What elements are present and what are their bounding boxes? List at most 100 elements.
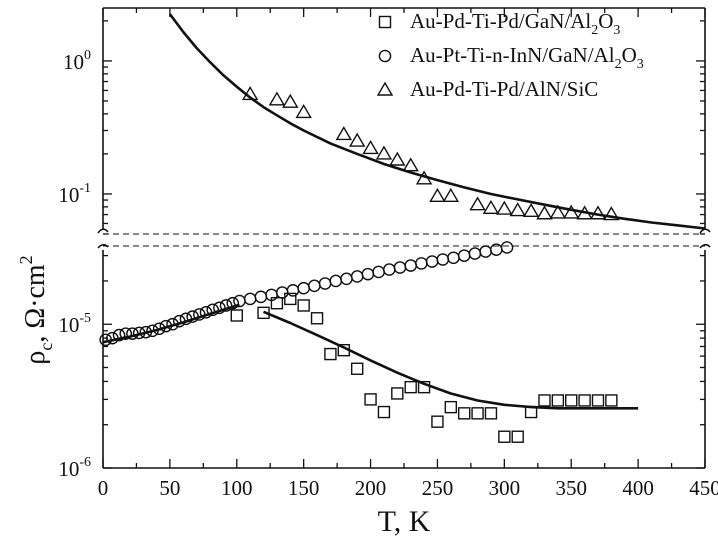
x-axis-ticks: 0 50 100 150 200 250 300 350 400 450 (98, 8, 718, 500)
circle-point (308, 279, 321, 293)
square-point (377, 405, 391, 419)
circle-point (286, 284, 300, 297)
square-point (431, 415, 444, 428)
break-mark-left-top (97, 228, 109, 234)
x-tick-label: 300 (489, 476, 521, 500)
circle-point (436, 253, 450, 266)
triangle-point (429, 187, 446, 203)
circle-point (243, 292, 257, 306)
triangle-point (589, 205, 607, 220)
square-point (524, 405, 538, 419)
triangle-point (509, 202, 526, 217)
circle-point (468, 247, 482, 260)
square-point (498, 430, 511, 443)
square-point (484, 407, 498, 420)
circle-point (318, 277, 332, 290)
circle-point (139, 325, 153, 339)
circle-point (112, 328, 126, 342)
triangle-point (469, 196, 486, 211)
circle-point (99, 333, 112, 347)
circle-point (186, 310, 199, 323)
x-tick-label: 50 (159, 476, 180, 500)
x-tick-label: 400 (622, 476, 654, 500)
square-point (284, 292, 297, 306)
y-axis-ticks: 10-1 100 10-6 10-5 (58, 20, 705, 481)
circle-point (340, 272, 353, 286)
circle-point (350, 270, 364, 283)
circle-point (159, 319, 173, 333)
triangle-point (335, 126, 353, 141)
triangle-point (603, 206, 620, 221)
circle-point (119, 327, 133, 340)
triangle-point (536, 205, 553, 220)
square-point (471, 407, 484, 420)
legend-marker-triangle (376, 81, 394, 96)
triangle-point (482, 199, 500, 215)
triangle-point (375, 145, 393, 160)
square-point (605, 394, 618, 407)
circle-point (297, 281, 310, 295)
x-tick-label: 100 (221, 476, 253, 500)
square-point (310, 312, 324, 325)
square-point (578, 394, 591, 407)
circle-point (193, 308, 206, 321)
triangle-point (442, 187, 460, 203)
triangle-point (522, 202, 540, 218)
axis-break (97, 228, 711, 249)
break-mark-left-bottom (97, 243, 109, 249)
circle-point (219, 299, 233, 312)
circle-point (329, 274, 343, 288)
y-tick-label-lower: 10-5 (58, 311, 91, 337)
triangle-point (563, 204, 580, 219)
square-point (391, 387, 404, 400)
x-tick-label: 250 (422, 476, 454, 500)
x-tick-label: 200 (355, 476, 387, 500)
triangle-point (295, 104, 312, 119)
triangle-point (389, 151, 406, 166)
square-point (257, 306, 270, 320)
square-point (538, 394, 551, 407)
circle-point (500, 241, 514, 254)
triangle-point (348, 132, 366, 147)
square-point (565, 394, 578, 407)
circle-point (447, 251, 460, 265)
square-point (511, 430, 524, 443)
x-tick-label: 450 (689, 476, 718, 500)
circle-point (126, 327, 139, 340)
break-mark-right-bottom (699, 243, 711, 249)
circle-point (226, 296, 240, 310)
data-markers (99, 86, 620, 443)
y-axis-label: ρc, Ω·cm2 (16, 255, 56, 364)
circle-point (404, 259, 417, 272)
circle-point (372, 265, 385, 279)
square-point (350, 362, 364, 375)
triangle-point (576, 205, 593, 220)
legend: Au-Pd-Ti-Pd/GaN/Al2O3 Au-Pt-Ti-n-InN/GaN/… (376, 9, 644, 101)
circle-point (179, 312, 193, 326)
circle-point (213, 301, 226, 315)
circle-point (206, 303, 219, 317)
square-point (270, 297, 284, 310)
triangle-point (362, 140, 379, 155)
legend-label-circle: Au-Pt-Ti-n-InN/GaN/Al2O3 (410, 43, 644, 72)
square-point (591, 394, 605, 407)
triangle-point (268, 91, 286, 106)
circle-point (361, 267, 375, 281)
triangle-point (241, 86, 259, 101)
triangle-point (282, 93, 299, 108)
square-point (551, 394, 565, 407)
circle-point (457, 249, 471, 262)
x-tick-label: 0 (98, 476, 109, 500)
triangle-point (549, 204, 567, 219)
legend-label-square: Au-Pd-Ti-Pd/GaN/Al2O3 (410, 9, 620, 38)
square-point (458, 407, 471, 420)
circle-point (166, 317, 179, 331)
circle-point (132, 326, 146, 340)
circle-point (146, 324, 159, 338)
square-point (324, 347, 337, 361)
triangle-point (402, 157, 419, 172)
circle-point (415, 257, 428, 270)
circle-point (275, 286, 289, 299)
square-point (444, 400, 458, 414)
